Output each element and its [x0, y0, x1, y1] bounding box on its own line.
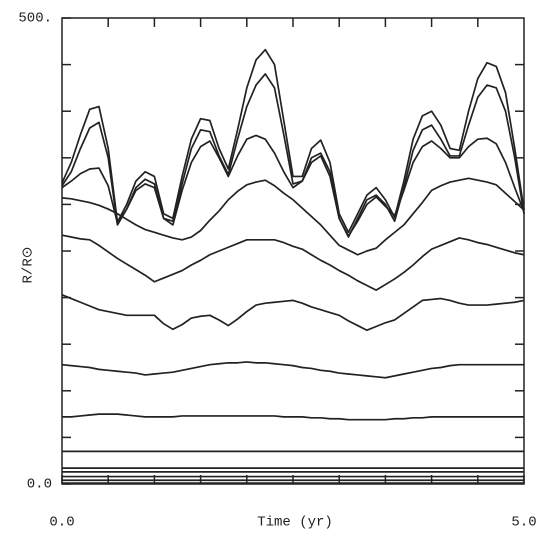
curve: [61, 294, 525, 332]
plot-frame: [61, 17, 525, 485]
x-tick-label: 5.0: [511, 515, 536, 531]
y-tick-label: 500.: [18, 11, 52, 27]
curve: [61, 234, 525, 291]
curve: [61, 177, 525, 256]
curve: [62, 413, 524, 421]
curve: [61, 134, 525, 237]
x-tick-label: 0.0: [49, 515, 74, 531]
y-tick-label: 0.0: [27, 477, 52, 493]
curve: [61, 361, 524, 379]
curve: [61, 48, 525, 234]
x-axis-label: Time (yr): [257, 515, 333, 531]
curve: [61, 73, 525, 238]
y-axis-label: R/R⊙: [21, 247, 37, 284]
